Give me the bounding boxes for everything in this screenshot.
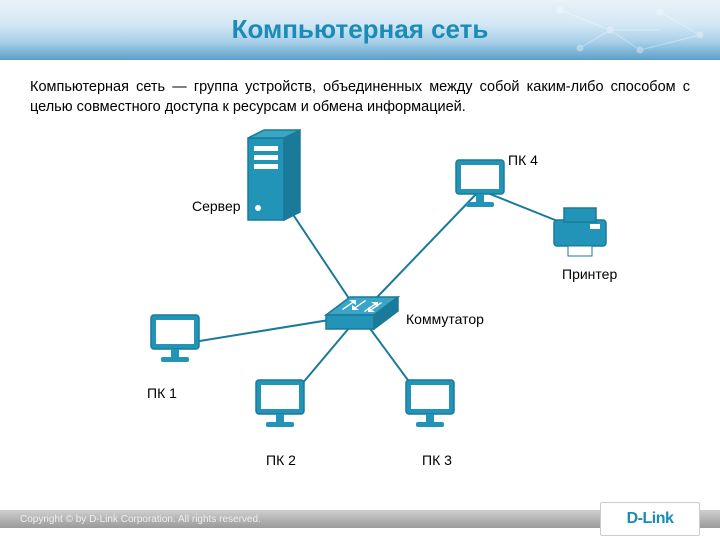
label-pc2: ПК 2 bbox=[266, 452, 296, 468]
switch-switch bbox=[326, 297, 398, 329]
label-printer: Принтер bbox=[562, 266, 617, 282]
brand-logo: D-Link bbox=[600, 502, 700, 536]
label-switch: Коммутатор bbox=[406, 311, 484, 327]
pc-pc1 bbox=[151, 315, 199, 362]
copyright-text: Copyright © by D-Link Corporation. All r… bbox=[20, 514, 261, 525]
label-pc1: ПК 1 bbox=[147, 385, 177, 401]
label-server: Сервер bbox=[192, 198, 241, 214]
printer-printer bbox=[554, 208, 606, 256]
page-title: Компьютерная сеть bbox=[0, 14, 720, 45]
description-text: Компьютерная сеть — группа устройств, об… bbox=[0, 60, 720, 125]
slide-footer: Copyright © by D-Link Corporation. All r… bbox=[0, 510, 720, 540]
slide-header: Компьютерная сеть bbox=[0, 0, 720, 60]
network-diagram: Коммутатор Сервер ПК 4 Принтер ПК 1 ПК 2 ПК 3 bbox=[0, 125, 720, 485]
server-server bbox=[248, 130, 300, 220]
pc-pc2 bbox=[256, 380, 304, 427]
pc-pc4 bbox=[456, 160, 504, 207]
label-pc4: ПК 4 bbox=[508, 152, 538, 168]
label-pc3: ПК 3 bbox=[422, 452, 452, 468]
pc-pc3 bbox=[406, 380, 454, 427]
